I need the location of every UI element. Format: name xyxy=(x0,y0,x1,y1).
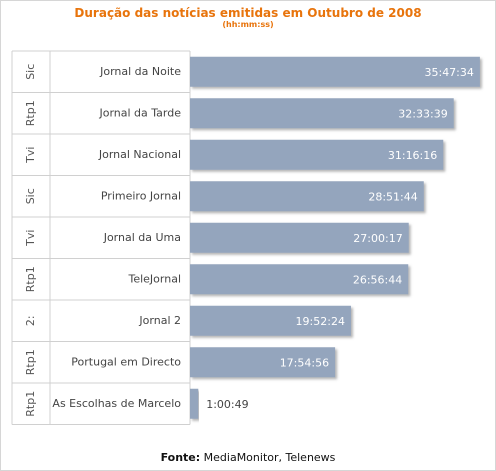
bar xyxy=(190,181,424,212)
data-label: 17:54:56 xyxy=(280,356,329,369)
category-label: Portugal em Directo xyxy=(71,355,181,368)
data-label: 28:51:44 xyxy=(368,190,417,203)
data-label: 1:00:49 xyxy=(206,398,248,411)
bar xyxy=(190,305,351,336)
bar xyxy=(190,139,444,170)
group-label: Rtp1 xyxy=(24,266,37,292)
data-label: 19:52:24 xyxy=(296,315,345,328)
data-label: 32:33:39 xyxy=(398,107,447,120)
category-label: Jornal da Tarde xyxy=(98,106,181,119)
bar xyxy=(190,222,409,253)
data-label: 26:56:44 xyxy=(353,273,402,286)
group-label: Tvi xyxy=(24,147,37,164)
source-text: MediaMonitor, Telenews xyxy=(200,451,336,464)
bar xyxy=(190,56,480,87)
category-label: As Escolhas de Marcelo xyxy=(52,397,181,410)
category-label: Jornal Nacional xyxy=(98,148,181,161)
group-label: Tvi xyxy=(24,230,37,247)
source-note: Fonte: MediaMonitor, Telenews xyxy=(0,451,496,464)
bar xyxy=(190,388,199,419)
group-label: Rtp1 xyxy=(24,391,37,417)
group-label: 2: xyxy=(24,315,37,326)
bar xyxy=(190,347,336,378)
category-label: Primeiro Jornal xyxy=(101,189,181,202)
data-label: 27:00:17 xyxy=(353,232,402,245)
chart-title: Duração das notícias emitidas em Outubro… xyxy=(74,6,422,20)
category-label: Jornal da Noite xyxy=(99,65,181,78)
category-label: Jornal da Uma xyxy=(103,231,181,244)
source-label: Fonte: xyxy=(160,451,201,464)
bar xyxy=(190,98,454,129)
data-label: 35:47:34 xyxy=(424,66,473,79)
data-label: 31:16:16 xyxy=(388,149,437,162)
category-label: TeleJornal xyxy=(127,272,181,285)
group-label: Rtp1 xyxy=(24,349,37,375)
bar xyxy=(190,264,409,295)
category-label: Jornal 2 xyxy=(138,314,181,327)
group-label: Rtp1 xyxy=(24,100,37,126)
group-label: Sic xyxy=(24,188,37,204)
chart-subtitle: (hh:mm:ss) xyxy=(222,20,274,29)
group-label: Sic xyxy=(24,64,37,80)
